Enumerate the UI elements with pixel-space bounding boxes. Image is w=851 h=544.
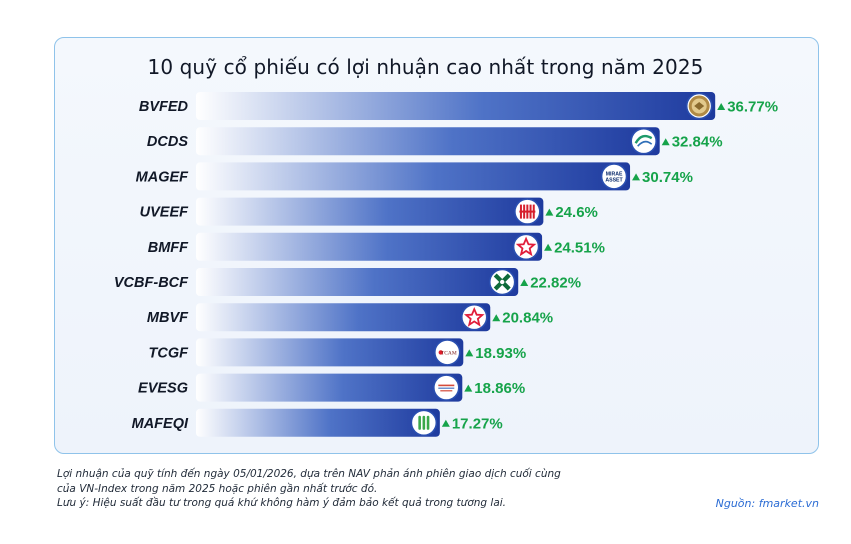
value-label: 32.84% [672, 134, 723, 151]
mafeqi-logo-icon [410, 409, 438, 437]
bar [196, 92, 716, 120]
footnote-line-2: của VN-Index trong năm 2025 hoặc phiên g… [57, 482, 378, 495]
category-label: MBVF [147, 310, 189, 326]
category-label: UVEEF [140, 205, 189, 221]
evesg-logo-icon [433, 374, 460, 401]
up-arrow-icon [661, 138, 670, 146]
bar [196, 373, 463, 402]
footnote: Lợi nhuận của quỹ tính đến ngày 05/01/20… [57, 467, 617, 511]
up-arrow-icon [441, 419, 450, 427]
bar [196, 268, 519, 296]
category-label: BVFED [139, 99, 189, 115]
category-label: TCGF [149, 345, 190, 361]
value-label: 36.77% [727, 99, 778, 116]
bar [196, 127, 660, 156]
up-arrow-icon [544, 243, 553, 251]
tcgf-logo-icon: TCAM [433, 339, 461, 366]
value-label: 30.74% [642, 169, 693, 186]
up-arrow-icon [520, 279, 529, 286]
bar [196, 303, 491, 332]
value-label: 17.27% [452, 415, 503, 432]
category-label: BMFF [148, 240, 189, 256]
up-arrow-icon [465, 349, 474, 357]
category-label: DCDS [147, 134, 188, 150]
category-label: VCBF-BCF [114, 275, 189, 291]
bar [196, 162, 631, 191]
svg-text:MIRAE: MIRAE [606, 171, 623, 177]
up-arrow-icon [717, 103, 726, 110]
chart-title: 10 quỹ cổ phiếu có lợi nhuận cao nhất tr… [147, 55, 704, 79]
up-arrow-icon [632, 173, 641, 181]
up-arrow-icon [464, 384, 473, 392]
footnote-line-3: Lưu ý: Hiệu suất đầu tư trong quá khứ kh… [57, 497, 507, 509]
uveef-logo-icon [514, 198, 541, 225]
bmff-logo-icon [512, 233, 540, 261]
category-label: EVESG [138, 381, 188, 397]
svg-text:TCAM: TCAM [441, 350, 457, 356]
bvfed-logo-icon [685, 92, 713, 120]
bar [196, 408, 440, 437]
bar [196, 232, 543, 261]
dcds-logo-icon [630, 127, 658, 155]
category-label: MAGEF [136, 169, 190, 185]
value-label: 24.6% [555, 204, 598, 221]
value-label: 20.84% [502, 310, 553, 327]
value-label: 18.93% [475, 345, 526, 362]
up-arrow-icon [545, 208, 554, 216]
value-label: 18.86% [474, 380, 525, 397]
vcbf-logo-icon [488, 268, 516, 296]
category-label: MAFEQI [132, 416, 189, 432]
bar [196, 197, 544, 226]
up-arrow-icon [492, 314, 501, 322]
mbvf-logo-icon [460, 303, 488, 331]
source-credit: Nguồn: fmarket.vn [715, 497, 819, 510]
value-label: 24.51% [554, 239, 605, 256]
value-label: 22.82% [530, 275, 581, 292]
svg-text:ASSET: ASSET [605, 177, 623, 183]
bar [196, 338, 464, 367]
footnote-line-1: Lợi nhuận của quỹ tính đến ngày 05/01/20… [57, 468, 561, 480]
